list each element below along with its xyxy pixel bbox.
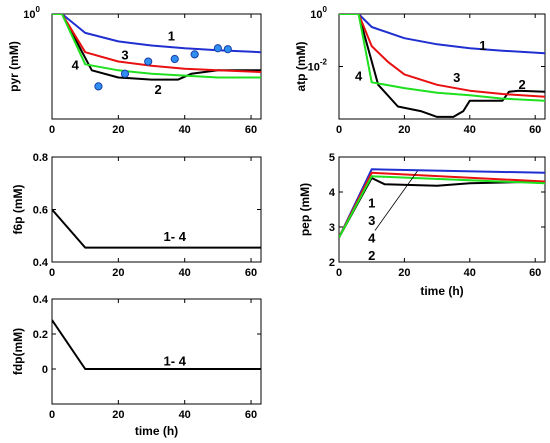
series-annotation-label: 1 xyxy=(168,29,175,44)
x-tick-label: 20 xyxy=(398,124,410,136)
series-annotation-label: 1 xyxy=(368,196,375,211)
plot-area xyxy=(52,208,261,249)
series-annotation-label: 4 xyxy=(72,57,80,72)
series-annotation-label: 4 xyxy=(368,231,376,246)
y-axis-label: f6p (mM) xyxy=(11,185,25,235)
x-tick-label: 0 xyxy=(49,124,55,136)
panel-fdp: 0 20 40 60 0 0.2 0.4 fdp(mM) time (h) 1- 4 xyxy=(11,294,262,438)
panel-f6p: 0 20 40 60 0.4 0.6 0.8 f6p (mM) 1- 4 xyxy=(11,152,262,279)
series-annotation-label: 3 xyxy=(453,70,460,85)
x-tick-label: 0 xyxy=(336,124,342,136)
series-annotation-label: 3 xyxy=(121,47,128,62)
plot-area xyxy=(339,14,545,118)
y-tick-label: 2 xyxy=(329,257,335,269)
y-tick-label: 100 xyxy=(310,5,327,21)
x-tick-label: 40 xyxy=(464,124,476,136)
series-line-1-4 xyxy=(52,319,261,370)
x-tick-label: 0 xyxy=(336,267,342,279)
y-tick-exponent: 0 xyxy=(36,5,41,14)
series-annotation-label: 3 xyxy=(368,213,375,228)
series-line-1-4 xyxy=(52,208,261,249)
x-tick-label: 60 xyxy=(245,124,257,136)
series-line-3 xyxy=(339,14,545,98)
x-tick-label: 60 xyxy=(529,267,541,279)
y-tick-label: 0.4 xyxy=(33,257,49,269)
y-tick-base: 10 xyxy=(310,9,322,21)
x-tick-label: 40 xyxy=(179,267,191,279)
data-point-marker xyxy=(94,82,103,91)
data-point-marker xyxy=(190,50,199,59)
plot-area xyxy=(52,319,261,370)
data-point-marker xyxy=(120,69,130,78)
y-tick-label: 5 xyxy=(329,152,335,164)
x-tick-label: 60 xyxy=(529,124,541,136)
y-tick-base: 10 xyxy=(308,62,320,74)
y-axis-label: pep (mM) xyxy=(298,183,312,236)
y-tick-label: 0.8 xyxy=(33,152,48,164)
y-tick-base: 10 xyxy=(23,9,35,21)
y-tick-label: 0.2 xyxy=(33,329,48,341)
series-line-3 xyxy=(52,14,261,73)
y-tick-label: 10-2 xyxy=(308,58,328,74)
data-point-marker xyxy=(144,57,153,66)
annotation-pointer-line xyxy=(374,170,418,231)
series-annotation-label: 1 xyxy=(479,38,486,53)
axes-box xyxy=(51,298,262,405)
data-point-marker xyxy=(170,54,179,64)
x-axis-label: time (h) xyxy=(420,284,463,298)
data-point-marker xyxy=(223,45,232,54)
x-tick-label: 60 xyxy=(245,267,257,279)
series-line-2 xyxy=(52,14,261,81)
y-tick-label: 3 xyxy=(329,222,335,234)
plot-area xyxy=(52,14,261,91)
y-axis-label: atp (mM) xyxy=(294,42,308,92)
series-line-1 xyxy=(339,14,545,55)
y-tick-label: 0 xyxy=(42,364,48,376)
x-axis-label: time (h) xyxy=(135,424,178,438)
y-axis-label: pyr (mM) xyxy=(7,41,21,92)
series-line-4 xyxy=(339,175,545,238)
axes-box xyxy=(51,13,262,120)
x-tick-label: 40 xyxy=(179,124,191,136)
series-line-1 xyxy=(52,14,261,54)
series-annotation-label: 4 xyxy=(355,69,363,84)
y-tick-exponent: -2 xyxy=(320,58,328,67)
series-line-2 xyxy=(339,14,545,118)
series-annotation-label: 2 xyxy=(518,77,525,92)
y-tick-label: 0.4 xyxy=(33,294,49,306)
x-tick-label: 0 xyxy=(49,409,55,421)
plot-area xyxy=(339,168,545,238)
x-tick-label: 40 xyxy=(464,267,476,279)
x-tick-label: 60 xyxy=(245,409,257,421)
series-annotation-label: 1- 4 xyxy=(164,353,187,368)
axes-box xyxy=(338,13,546,120)
y-tick-label: 0.6 xyxy=(33,205,48,217)
series-line-4 xyxy=(52,14,261,79)
x-tick-label: 20 xyxy=(112,267,124,279)
y-tick-label: 100 xyxy=(23,5,40,21)
series-line-4 xyxy=(339,14,545,102)
series-annotation-label: 2 xyxy=(368,248,375,263)
data-point-marker xyxy=(213,44,222,53)
series-annotation-label: 1- 4 xyxy=(164,229,187,244)
x-tick-label: 0 xyxy=(49,267,55,279)
panel-pep: 0 20 40 60 2 3 4 5 pep (mM) time (h) 1 3 4 2 xyxy=(298,152,546,298)
x-tick-label: 20 xyxy=(112,124,124,136)
x-tick-label: 20 xyxy=(112,409,124,421)
y-tick-label: 4 xyxy=(329,187,336,199)
y-axis-label: fdp(mM) xyxy=(11,328,25,375)
y-tick-exponent: 0 xyxy=(323,5,328,14)
x-tick-label: 40 xyxy=(179,409,191,421)
axes-box xyxy=(338,156,546,263)
series-annotation-label: 2 xyxy=(155,82,162,97)
x-tick-label: 20 xyxy=(398,267,410,279)
